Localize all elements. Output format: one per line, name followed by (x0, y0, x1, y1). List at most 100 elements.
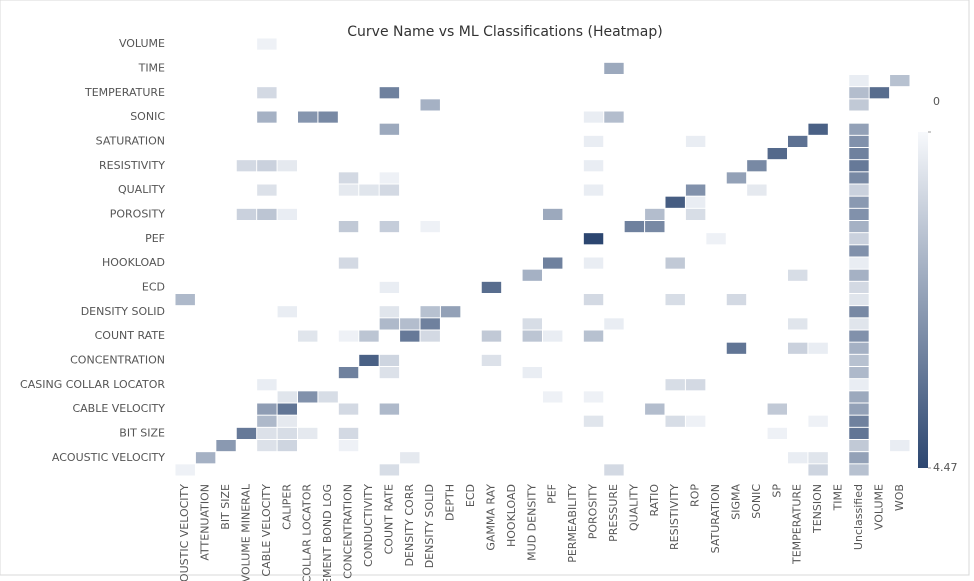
x-tick-label: CONDUCTIVITY (362, 484, 375, 567)
x-tick-label: COUNT RATE (382, 484, 395, 554)
cell (543, 208, 563, 220)
cell (277, 391, 297, 403)
cell (849, 245, 869, 257)
cell (543, 391, 563, 403)
x-tick-label: POROSITY (587, 484, 600, 540)
cell (175, 464, 195, 476)
cell (379, 403, 400, 415)
x-tick-label: BIT SIZE (219, 484, 232, 530)
cell (849, 160, 869, 172)
cell (522, 367, 542, 379)
cell (277, 306, 297, 318)
cell (359, 184, 379, 196)
y-tick-label: POROSITY (110, 207, 166, 220)
x-tick-label: TIME (832, 484, 845, 511)
cell (849, 318, 869, 330)
cell (808, 415, 828, 427)
x-tick-label: CONCENTRATION (342, 484, 355, 579)
cell (849, 196, 869, 208)
cell (767, 403, 787, 415)
cell (420, 221, 440, 233)
cell (338, 440, 359, 452)
y-tick-label: ECD (142, 280, 165, 293)
cell (747, 160, 767, 172)
cell (624, 221, 645, 233)
x-tick-label: SP (770, 484, 783, 498)
cell (338, 367, 359, 379)
cell (522, 269, 542, 281)
cell (583, 294, 604, 306)
x-tick-label: DEPTH (444, 484, 457, 521)
y-tick-label: ACOUSTIC VELOCITY (52, 451, 165, 464)
cell (726, 294, 747, 306)
x-tick-label: COLLAR LOCATOR (301, 484, 314, 581)
cell (849, 233, 869, 245)
cell (849, 354, 869, 366)
cell (338, 172, 359, 184)
x-tick-label: PRESSURE (607, 484, 620, 542)
cell (849, 148, 869, 160)
cell (400, 452, 420, 464)
cell (298, 427, 318, 439)
y-tick-label: BIT SIZE (119, 426, 165, 439)
y-tick-label: CONCENTRATION (70, 353, 165, 366)
cell (604, 111, 624, 123)
cell (583, 135, 604, 147)
cell (788, 342, 808, 354)
cell (257, 379, 277, 391)
x-tick-label: HOOKLOAD (505, 484, 518, 547)
chart-title: Curve Name vs ML Classifications (Heatma… (347, 24, 662, 40)
cell (849, 403, 869, 415)
cell (257, 38, 277, 50)
cell (788, 318, 808, 330)
x-tick-label: VOLUME (872, 484, 885, 530)
cell (583, 257, 604, 269)
cell (604, 62, 624, 74)
cell (583, 330, 604, 342)
cell (236, 208, 257, 220)
cell (338, 257, 359, 269)
x-tick-label: Unclassified (852, 484, 865, 550)
cell (849, 452, 869, 464)
cell (216, 440, 236, 452)
cell (379, 318, 400, 330)
x-tick-label: TEMPERATURE (791, 484, 804, 565)
cell (604, 464, 624, 476)
y-tick-label: DENSITY SOLID (81, 305, 165, 318)
cell (849, 269, 869, 281)
cell (298, 391, 318, 403)
cell (379, 87, 400, 99)
cell (420, 306, 440, 318)
cell (379, 306, 400, 318)
cell (767, 427, 787, 439)
cell (257, 111, 277, 123)
y-tick-label: RESISTIVITY (99, 159, 165, 172)
cell (236, 160, 257, 172)
cell (481, 281, 502, 293)
y-tick-label: TIME (138, 61, 165, 74)
cell (420, 99, 440, 111)
x-tick-label: DENSITY SOLID (423, 484, 436, 568)
cell (645, 403, 665, 415)
cell (849, 330, 869, 342)
x-tick-label: VOLUME MINERAL (239, 483, 252, 581)
x-tick-label: WOB (893, 484, 906, 511)
cell (257, 403, 277, 415)
x-tick-label: PEF (546, 484, 559, 504)
cell (257, 427, 277, 439)
colorbar (918, 132, 928, 468)
cell (379, 367, 400, 379)
cell (277, 208, 297, 220)
y-tick-label: COUNT RATE (95, 329, 165, 342)
x-tick-label: ECD (464, 484, 477, 507)
cell (359, 354, 379, 366)
cell (583, 415, 604, 427)
cell (277, 415, 297, 427)
cell (849, 464, 869, 476)
x-tick-label: QUALITY (627, 484, 640, 531)
x-tick-label: ATTENUATION (199, 484, 212, 561)
x-tick-label: DENSITY CORR (403, 484, 416, 567)
x-tick-label: ACOUSTIC VELOCITY (178, 484, 191, 581)
y-tick-label: TEMPERATURE (84, 86, 165, 99)
cell (257, 87, 277, 99)
